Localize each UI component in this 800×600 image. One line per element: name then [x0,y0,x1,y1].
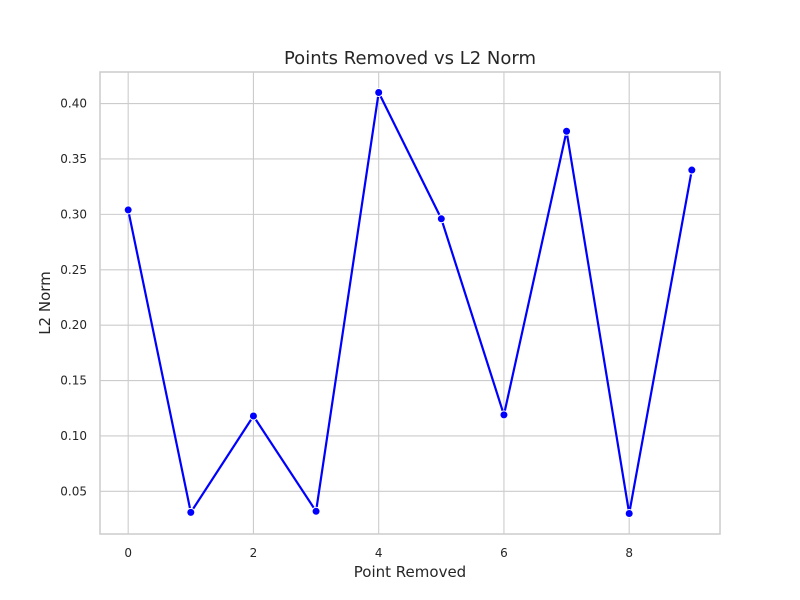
data-point [186,507,196,517]
y-tick-label: 0.05 [60,484,87,498]
y-tick-label: 0.15 [60,374,87,388]
y-tick-label: 0.20 [60,318,87,332]
data-point [499,410,509,420]
x-tick-label: 6 [500,546,508,560]
series-line [127,91,693,515]
data-point [311,506,321,516]
y-tick-label: 0.30 [60,207,87,221]
data-point [374,87,384,97]
data-series [123,87,697,519]
y-tick-label: 0.40 [60,97,87,111]
tick-labels: 0 2 4 6 8 0.05 0.10 0.15 0.20 0.25 0.30 0.35 0.40 [60,97,633,560]
plot-area-frame [99,71,721,535]
grid-lines [100,72,720,534]
x-tick-label: 0 [124,546,132,560]
x-tick-label: 8 [625,546,633,560]
y-tick-label: 0.25 [60,263,87,277]
data-point [624,509,634,519]
chart-title: Points Removed vs L2 Norm [284,48,536,69]
data-point [562,126,572,136]
y-tick-label: 0.35 [60,152,87,166]
y-axis-label: L2 Norm [36,271,54,335]
x-tick-label: 4 [375,546,383,560]
data-point [248,411,258,421]
x-axis-label: Point Removed [354,563,466,581]
data-point [436,214,446,224]
x-tick-label: 2 [250,546,258,560]
data-point [687,165,697,175]
data-point [123,205,133,215]
y-tick-label: 0.10 [60,429,87,443]
